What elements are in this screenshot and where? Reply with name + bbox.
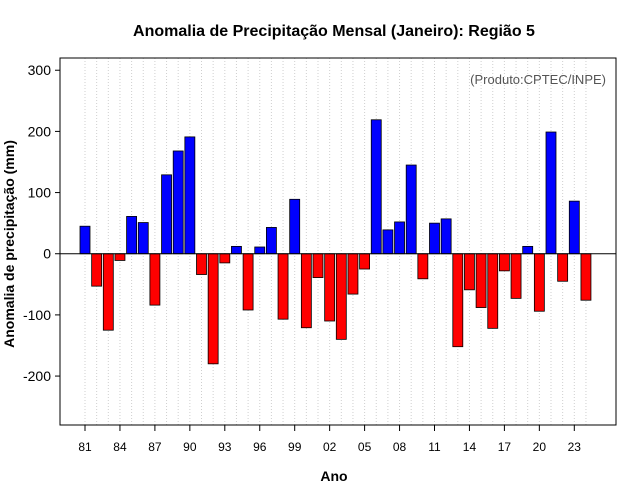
- bar-2013: [452, 253, 464, 348]
- x-tick-label: 02: [323, 440, 337, 454]
- chart-title: Anomalia de Precipitação Mensal (Janeiro…: [133, 23, 535, 40]
- bar-2009: [405, 164, 417, 255]
- bar-1999: [289, 198, 301, 255]
- bar-2007: [382, 229, 394, 255]
- bar-2022: [557, 253, 569, 282]
- bar-2015: [475, 253, 487, 308]
- plot-frame: [59, 57, 617, 426]
- x-tick-label: 08: [393, 440, 407, 454]
- bar-2024: [580, 253, 592, 301]
- bar-1986: [137, 222, 149, 255]
- y-tick-label: -200: [23, 368, 51, 384]
- x-tick-label: 11: [428, 440, 441, 454]
- y-tick-label: -100: [23, 307, 51, 323]
- bar-1987: [149, 253, 161, 306]
- x-tick-label: 20: [533, 440, 547, 454]
- bar-2018: [510, 253, 522, 299]
- bar-2001: [312, 253, 324, 278]
- bar-2006: [370, 119, 382, 255]
- grid: [84, 58, 587, 425]
- x-tick-label: 81: [78, 440, 92, 454]
- bar-2019: [522, 245, 534, 255]
- bar-1989: [172, 150, 184, 255]
- bar-2003: [335, 253, 347, 340]
- bar-2023: [568, 200, 580, 255]
- bar-2016: [487, 253, 499, 329]
- bar-2002: [324, 253, 336, 322]
- x-tick-label: 90: [183, 440, 197, 454]
- bar-1998: [277, 253, 289, 320]
- y-axis-title: Anomalia de precipitação (mm): [1, 140, 17, 348]
- y-tick-label: 300: [28, 62, 52, 78]
- bar-1994: [231, 245, 242, 255]
- bar-2005: [359, 253, 371, 270]
- bar-1982: [91, 253, 103, 287]
- x-tick-label: 87: [148, 440, 162, 454]
- bar-1992: [207, 253, 219, 365]
- bar-1981: [79, 225, 91, 255]
- bar-2017: [498, 253, 510, 272]
- bar-1993: [219, 253, 231, 264]
- bar-2020: [533, 253, 545, 312]
- bar-2014: [464, 253, 475, 291]
- x-tick-label: 17: [498, 440, 512, 454]
- bar-1995: [242, 253, 254, 311]
- bar-1990: [184, 136, 196, 255]
- bar-1996: [254, 246, 266, 255]
- y-tick-label: 0: [43, 246, 51, 262]
- source-note: (Produto:CPTEC/INPE): [470, 72, 606, 87]
- y-axis: -200 -100 0 100 200 300: [23, 62, 60, 384]
- bar-1997: [265, 227, 277, 255]
- x-axis: 81 84 87 90 93 96 99 02 05 08 11 14 17 20 23: [78, 425, 581, 454]
- bar-1991: [196, 253, 207, 275]
- y-tick-label: 200: [28, 123, 52, 139]
- bars: [79, 119, 592, 365]
- bar-2021: [545, 131, 557, 255]
- x-tick-label: 93: [218, 440, 232, 454]
- x-tick-label: 14: [463, 440, 477, 454]
- bar-2010: [417, 253, 429, 280]
- x-tick-label: 05: [358, 440, 372, 454]
- bar-1983: [102, 253, 114, 331]
- bar-2008: [394, 221, 405, 255]
- x-tick-label: 96: [253, 440, 267, 454]
- bar-2000: [300, 253, 312, 329]
- bar-1984: [114, 253, 126, 261]
- x-tick-label: 99: [288, 440, 302, 454]
- bar-1988: [161, 174, 172, 255]
- x-tick-label: 84: [113, 440, 127, 454]
- x-axis-title: Ano: [320, 468, 347, 484]
- bar-2012: [440, 218, 452, 255]
- bar-1985: [126, 216, 137, 255]
- bar-2004: [347, 253, 359, 295]
- y-tick-label: 100: [28, 185, 52, 201]
- bar-2011: [429, 222, 440, 255]
- x-tick-label: 23: [568, 440, 582, 454]
